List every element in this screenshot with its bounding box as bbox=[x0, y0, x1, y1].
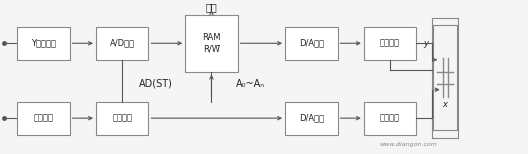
Text: 逻辑控制: 逻辑控制 bbox=[112, 114, 132, 123]
FancyBboxPatch shape bbox=[285, 27, 337, 60]
FancyBboxPatch shape bbox=[185, 15, 238, 72]
Text: D/A变换: D/A变换 bbox=[299, 114, 324, 123]
FancyBboxPatch shape bbox=[364, 27, 416, 60]
Text: y: y bbox=[423, 39, 428, 48]
Text: 触发放大: 触发放大 bbox=[33, 114, 53, 123]
Text: www.diangon.com: www.diangon.com bbox=[380, 142, 437, 147]
Text: Y衰减放大: Y衰减放大 bbox=[31, 39, 56, 48]
Text: AD(ST): AD(ST) bbox=[139, 79, 173, 89]
FancyBboxPatch shape bbox=[17, 102, 70, 135]
Text: 水平输出: 水平输出 bbox=[380, 114, 400, 123]
Text: 垂直输出: 垂直输出 bbox=[380, 39, 400, 48]
FancyBboxPatch shape bbox=[96, 102, 148, 135]
FancyBboxPatch shape bbox=[17, 27, 70, 60]
Text: A/D变换: A/D变换 bbox=[110, 39, 135, 48]
Text: 接口: 接口 bbox=[205, 2, 218, 12]
Text: A₀~Aₙ: A₀~Aₙ bbox=[237, 79, 266, 89]
Text: x: x bbox=[442, 100, 448, 109]
FancyBboxPatch shape bbox=[285, 102, 337, 135]
FancyBboxPatch shape bbox=[364, 102, 416, 135]
Text: D/A变换: D/A变换 bbox=[299, 39, 324, 48]
Text: RAM
R/W̄: RAM R/W̄ bbox=[202, 33, 221, 54]
FancyBboxPatch shape bbox=[96, 27, 148, 60]
